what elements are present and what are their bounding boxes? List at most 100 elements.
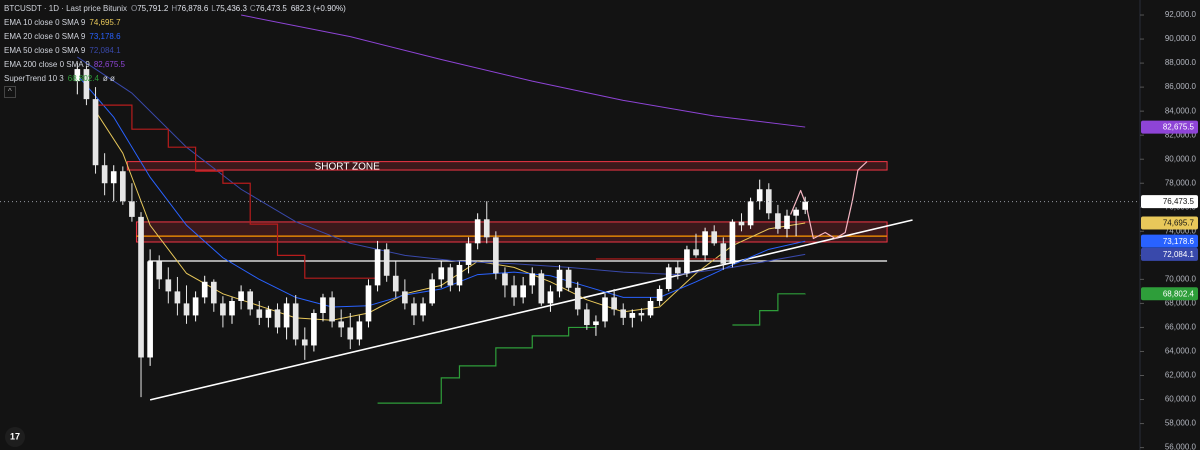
candle-body [301, 339, 308, 346]
indicator-extra: ø ø [102, 74, 115, 83]
y-tick-label: 68,000.0 [1165, 299, 1197, 308]
candle-body [365, 285, 372, 322]
candle-body [320, 297, 326, 314]
ohlc-item: O75,791.2 [131, 2, 168, 16]
candle-body [165, 279, 172, 292]
candle-body [793, 209, 799, 216]
candle-body [74, 69, 81, 82]
price-chip-label: 73,178.6 [1163, 237, 1195, 246]
ohlc-value: 75,791.2 [137, 4, 169, 13]
candle-body [620, 309, 627, 318]
candle-body [138, 216, 144, 358]
supertrend-line [95, 104, 378, 279]
y-tick-label: 74,000.0 [1165, 226, 1197, 235]
candle-body [256, 309, 263, 318]
candle-body [92, 99, 99, 166]
candle-body [156, 261, 163, 280]
projection-path [790, 161, 868, 240]
candle-body [611, 297, 617, 310]
ohlc-key: H [171, 4, 178, 13]
candle-body [775, 213, 781, 229]
candle-body [411, 303, 417, 316]
candle-body [347, 327, 354, 340]
y-tick-label: 66,000.0 [1165, 323, 1197, 332]
candle-body [420, 303, 426, 316]
zone-label: SHORT ZONE [315, 161, 381, 172]
candle-body [101, 165, 108, 184]
candle-body [447, 267, 454, 286]
candle-body [784, 215, 790, 229]
indicator-legend: EMA 10 close 0 SMA 9 74,695.7 EMA 20 close… [4, 16, 346, 86]
ohlc-item: L75,436.3 [211, 2, 247, 16]
supertrend-line [377, 325, 597, 404]
candle-body [210, 281, 217, 304]
candle-body [529, 273, 536, 286]
candle-body [756, 189, 763, 202]
candle-body [502, 273, 508, 286]
price-chip [1141, 195, 1198, 209]
ohlc-value: 76,878.6 [177, 4, 209, 13]
svg-text:17: 17 [10, 431, 20, 441]
y-tick-label: 88,000.0 [1165, 58, 1197, 67]
candle-body [265, 309, 272, 318]
candle-body [274, 309, 281, 328]
candle-body [392, 275, 399, 292]
candle-body [329, 297, 335, 322]
candle-body [702, 231, 708, 256]
candle-body [383, 249, 390, 276]
y-tick-label: 62,000.0 [1165, 371, 1197, 380]
y-tick-label: 84,000.0 [1165, 106, 1197, 115]
indicator-name: EMA 20 close 0 SMA 9 [4, 32, 86, 41]
supertrend-line [732, 293, 806, 326]
y-tick-label: 64,000.0 [1165, 347, 1197, 356]
candle-body [192, 297, 199, 316]
candle-body [338, 321, 345, 328]
candle-body [629, 313, 636, 318]
price-chip-label: 68,802.4 [1163, 289, 1195, 298]
indicator-line [76, 74, 806, 308]
candle-body [584, 309, 590, 326]
ohlc-values: O75,791.2 H76,878.6 L75,436.3 C76,473.5 [131, 2, 287, 16]
candle-body [647, 301, 654, 316]
zone [126, 161, 888, 171]
candle-body [220, 303, 226, 316]
collapse[interactable]: ^ [4, 86, 346, 98]
change: 682.3 (+0.90%) [290, 4, 346, 13]
candle-body [292, 303, 299, 340]
candle-body [711, 231, 718, 244]
indicator-name: SuperTrend 10 3 [4, 74, 64, 83]
candle-body [183, 303, 190, 316]
candle-body [638, 313, 645, 316]
y-tick-label: 70,000.0 [1165, 274, 1197, 283]
candle-body [693, 249, 699, 256]
symbol: BTCUSDT · 1D · Last price Bitunix [4, 4, 127, 13]
candle-body [538, 273, 545, 304]
indicator-entry: EMA 10 close 0 SMA 9 74,695.7 [4, 16, 346, 30]
ohlc-value: 75,436.3 [215, 4, 247, 13]
indicator-value: 73,178.6 [89, 32, 121, 41]
indicator-line [241, 14, 806, 128]
candle-body [656, 288, 663, 302]
zone [135, 221, 888, 243]
price-chip [1141, 234, 1198, 248]
indicator-value: 72,084.1 [89, 46, 121, 55]
candle-body [574, 287, 581, 310]
candle-body [174, 291, 181, 304]
candle-body [402, 291, 408, 304]
candle-body [483, 219, 490, 238]
legend: BTCUSDT · 1D · Last price Bitunix O75,79… [4, 2, 346, 98]
candle-body [229, 301, 235, 316]
symbol-row: BTCUSDT · 1D · Last price Bitunix O75,79… [4, 2, 346, 16]
indicator-entry: EMA 20 close 0 SMA 9 73,178.6 [4, 30, 346, 44]
y-tick-label: 78,000.0 [1165, 178, 1197, 187]
ohlc-value: 76,473.5 [255, 4, 287, 13]
candle-body [474, 219, 481, 244]
price-chip [1141, 287, 1198, 301]
ohlc-item: H76,878.6 [171, 2, 208, 16]
candle-body [247, 291, 254, 310]
candle-body [238, 291, 244, 302]
ohlc-item: C76,473.5 [250, 2, 287, 16]
y-tick-label: 92,000.0 [1165, 10, 1197, 19]
candle-body [120, 171, 126, 202]
